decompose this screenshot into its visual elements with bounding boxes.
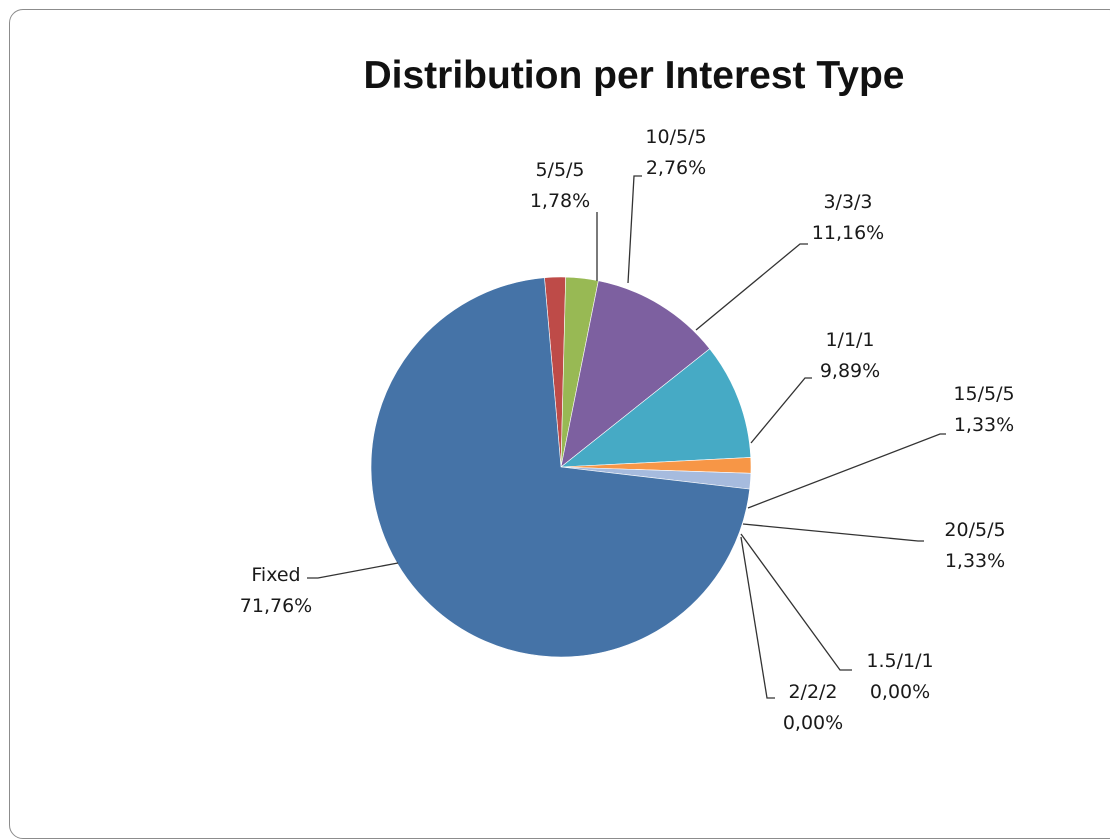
slice-value-label-fixed: 71,76% xyxy=(240,595,312,617)
slice-value-label-3-3-3: 11,16% xyxy=(812,222,884,244)
leader-line-1-1-1 xyxy=(750,377,812,444)
slice-value-label-10-5-5: 2,76% xyxy=(646,157,706,179)
slice-value-label-15-5-5: 1,33% xyxy=(954,414,1014,436)
slice-value-label-5-5-5: 1,78% xyxy=(530,190,590,212)
slice-category-label-1-1-1: 1/1/1 xyxy=(825,329,874,351)
chart-title: Distribution per Interest Type xyxy=(363,54,904,97)
slice-category-label-20-5-5: 20/5/5 xyxy=(944,519,1005,541)
leader-line-1-5-1-1 xyxy=(740,533,852,671)
pie-slice-fixed xyxy=(370,277,751,658)
slice-value-label-2-2-2: 0,00% xyxy=(783,712,843,734)
slice-category-label-2-2-2: 2/2/2 xyxy=(788,681,837,703)
leader-line-fixed xyxy=(307,562,399,579)
slice-value-label-1-1-1: 9,89% xyxy=(820,360,880,382)
leader-line-10-5-5 xyxy=(627,175,642,284)
slice-category-label-10-5-5: 10/5/5 xyxy=(645,126,706,148)
pie-slice-3-3-3 xyxy=(560,280,711,468)
slice-category-label-3-3-3: 3/3/3 xyxy=(823,191,872,213)
slice-category-label-5-5-5: 5/5/5 xyxy=(535,159,584,181)
slice-category-label-fixed: Fixed xyxy=(251,564,300,586)
leader-line-2-2-2 xyxy=(740,536,775,699)
leader-lines xyxy=(307,175,946,699)
leader-line-20-5-5 xyxy=(742,523,924,542)
leader-line-15-5-5 xyxy=(747,433,946,509)
leader-line-3-3-3 xyxy=(695,243,808,331)
data-labels: 5/5/5 1,78% 10/5/5 2,76% 3/3/3 11,16% 1/1/1 9,8… xyxy=(240,126,1015,734)
slice-category-label-1-5-1-1: 1.5/1/1 xyxy=(866,650,933,672)
slice-category-label-15-5-5: 15/5/5 xyxy=(953,383,1014,405)
slice-value-label-20-5-5: 1,33% xyxy=(945,550,1005,572)
slice-value-label-1-5-1-1: 0,00% xyxy=(870,681,930,703)
pie-slice-1-1-1 xyxy=(560,348,752,468)
pie-slices xyxy=(370,276,752,658)
